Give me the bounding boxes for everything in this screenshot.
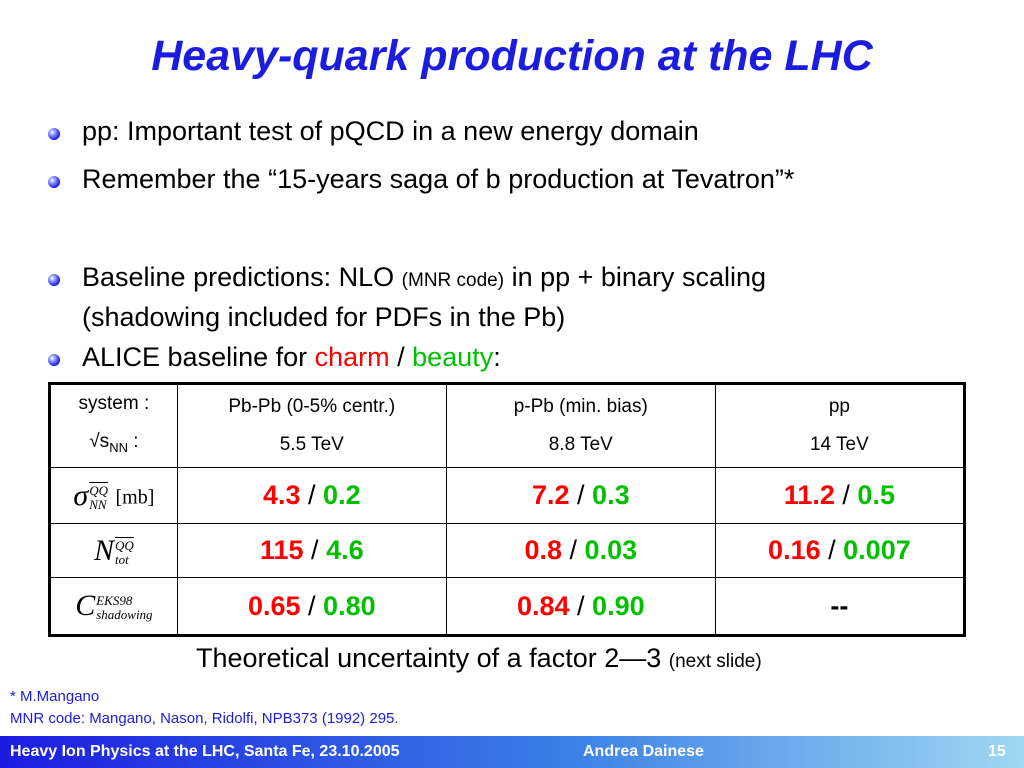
bullet-text: Baseline predictions: NLO (MNR code) in …: [82, 262, 766, 293]
table-row-total-pairs: NQQ tot 115 / 4.6 0.8 / 0.03 0.16 / 0.007: [49, 523, 966, 578]
column-energy: 14 TeV: [809, 434, 869, 455]
table-cell: 0.84 / 0.90: [445, 577, 716, 636]
column-header-pp: pp 14 TeV: [714, 383, 966, 468]
beauty-label: beauty: [412, 342, 494, 372]
table-cell: 4.3 / 0.2: [176, 467, 447, 524]
bullet-text: Remember the “15-years saga of b product…: [82, 164, 795, 194]
sqrt-s-label: √sNN :: [89, 431, 139, 455]
table-row-shadowing: CEKS98 shadowing 0.65 / 0.80 0.84 / 0.90 …: [49, 577, 966, 636]
column-energy: 5.5 TeV: [279, 434, 344, 455]
bullet-dot-icon: [48, 128, 60, 140]
table-cell: --: [714, 577, 966, 636]
table-cell: 115 / 4.6: [176, 523, 447, 578]
footer-author: Andrea Dainese: [583, 743, 704, 760]
table-row-cross-section: σQQ NN [mb] 4.3 / 0.2 7.2 / 0.3 11.2 / 0.…: [49, 467, 966, 524]
table-cell: 0.65 / 0.80: [176, 577, 447, 636]
table-cell: 0.8 / 0.03: [445, 523, 716, 578]
table-cell: 0.16 / 0.007: [714, 523, 966, 578]
column-energy: 8.8 TeV: [548, 434, 613, 455]
bullet-text-b: in pp + binary scaling: [504, 262, 766, 292]
table-header-row: system : √sNN : Pb-Pb (0-5% centr.) 5.5 …: [49, 383, 966, 468]
bullet-dot-icon: [48, 274, 60, 286]
column-name: pp: [828, 396, 850, 417]
footnote-reference: MNR code: Mangano, Nason, Ridolfi, NPB37…: [10, 710, 399, 727]
page-number: 15: [988, 743, 1006, 760]
baseline-table: system : √sNN : Pb-Pb (0-5% centr.) 5.5 …: [48, 382, 966, 637]
column-header-ppb: p-Pb (min. bias) 8.8 TeV: [445, 383, 716, 468]
cross-section-symbol: σQQ NN [mb]: [49, 467, 178, 524]
footnote-author: * M.Mangano: [10, 688, 100, 705]
uncertainty-note: Theoretical uncertainty of a factor 2—3 …: [196, 643, 762, 673]
column-name: Pb-Pb (0-5% centr.): [228, 396, 396, 417]
bullet-text-a: Baseline predictions: NLO: [82, 262, 402, 292]
system-label: system :: [78, 393, 150, 415]
bullet-text-small: (MNR code): [401, 270, 505, 291]
separator: /: [389, 342, 413, 372]
footer-conference: Heavy Ion Physics at the LHC, Santa Fe, …: [10, 743, 400, 760]
total-pairs-symbol: NQQ tot: [49, 523, 178, 578]
footer-bar: Heavy Ion Physics at the LHC, Santa Fe, …: [0, 736, 1024, 768]
column-name: p-Pb (min. bias): [513, 396, 648, 417]
shadowing-symbol: CEKS98 shadowing: [49, 577, 178, 636]
table-cell: 11.2 / 0.5: [714, 467, 966, 524]
slide-title: Heavy-quark production at the LHC: [151, 32, 873, 80]
bullet-dot-icon: [48, 354, 60, 366]
bullet-text: ALICE baseline for charm / beauty:: [82, 342, 501, 373]
bullet-text: pp: Important test of pQCD in a new ener…: [82, 116, 699, 146]
bullet-text-a: ALICE baseline for: [82, 342, 315, 372]
bullet-text-b: :: [493, 342, 501, 372]
bullet-dot-icon: [48, 176, 60, 188]
bullet-subtext: (shadowing included for PDFs in the Pb): [82, 302, 566, 332]
charm-label: charm: [314, 342, 390, 372]
column-header-pbpb: Pb-Pb (0-5% centr.) 5.5 TeV: [176, 383, 447, 468]
system-header-cell: system : √sNN :: [49, 383, 178, 468]
table-cell: 7.2 / 0.3: [445, 467, 716, 524]
